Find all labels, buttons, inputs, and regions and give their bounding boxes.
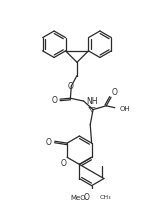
Text: O: O <box>46 137 52 146</box>
Text: O: O <box>67 82 73 91</box>
Text: O: O <box>84 193 90 200</box>
Text: CH₃: CH₃ <box>99 195 111 199</box>
Text: O: O <box>51 95 57 104</box>
Text: NH: NH <box>86 96 98 105</box>
Text: MeO: MeO <box>71 194 86 200</box>
Text: O: O <box>60 158 66 167</box>
Text: OH: OH <box>120 105 130 111</box>
Text: O: O <box>112 88 118 97</box>
